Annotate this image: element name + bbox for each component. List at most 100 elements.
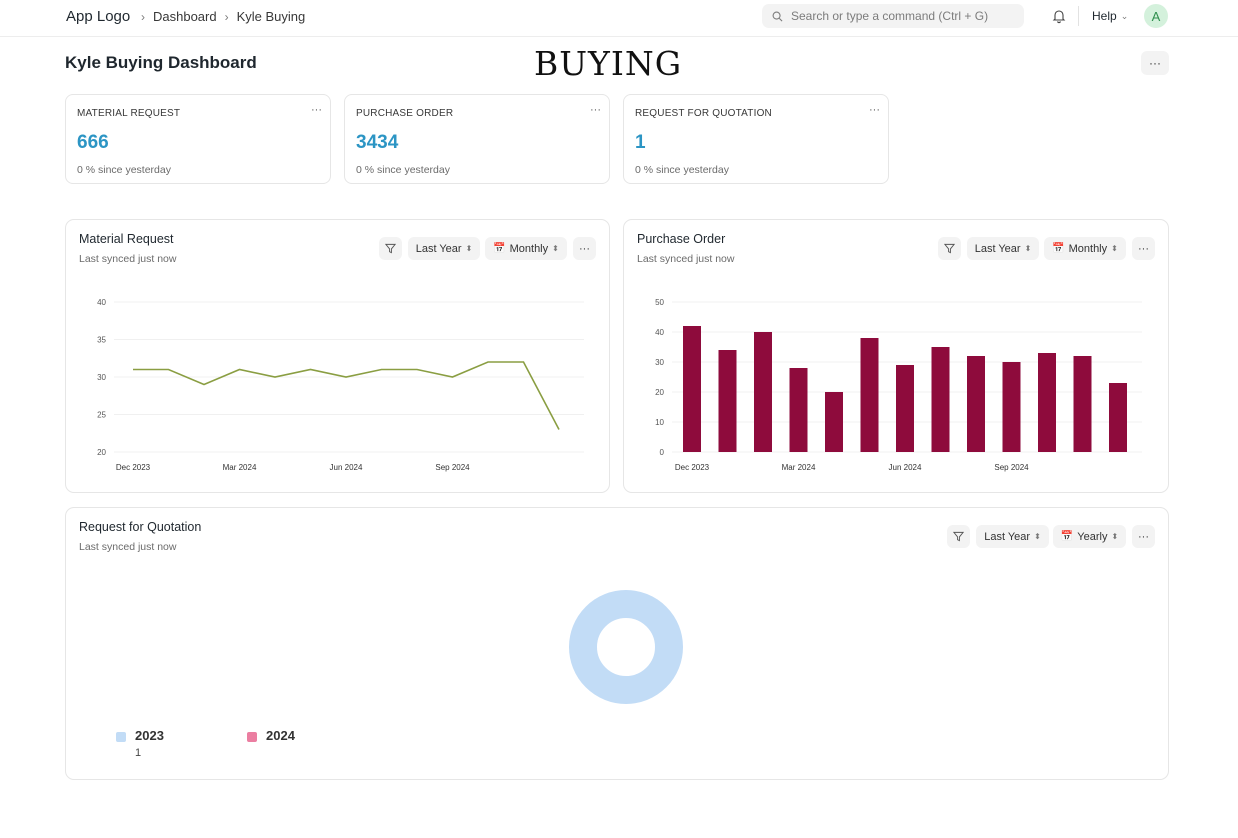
page-menu-button[interactable]: ···	[1141, 51, 1169, 75]
bar	[896, 365, 914, 452]
card-menu-button[interactable]: ···	[311, 104, 322, 116]
bar-chart: 0 10 20 30 40 50 Dec 2023 Mar 2024 Jun 2024 Sep 2…	[655, 298, 1142, 472]
number-card-label: REQUEST FOR QUOTATION	[635, 108, 772, 119]
legend-swatch	[247, 732, 257, 742]
legend-swatch	[116, 732, 126, 742]
interval-select-value: Monthly	[1068, 242, 1108, 255]
y-tick-label: 30	[655, 358, 664, 367]
chevron-down-icon: ⌄	[1120, 10, 1129, 21]
bar	[789, 368, 808, 452]
sort-icon: ⬍	[1024, 244, 1032, 253]
filter-button[interactable]	[379, 237, 402, 260]
number-card-change: 0 % since yesterday	[356, 164, 450, 176]
y-tick-label: 30	[97, 373, 106, 382]
line-chart: 20 25 30 35 40 Dec 2023 Mar 2024 Jun 2024 Sep 20…	[97, 298, 584, 472]
number-card-material-request[interactable]: MATERIAL REQUEST ··· 666 0 % since yeste…	[65, 94, 331, 184]
filter-button[interactable]	[947, 525, 970, 548]
number-card-change: 0 % since yesterday	[77, 164, 171, 176]
legend-item-2024: 2024	[247, 728, 295, 747]
range-select-value: Last Year	[984, 530, 1031, 543]
y-tick-label: 25	[97, 411, 106, 420]
bar	[1073, 356, 1092, 452]
number-card-value: 3434	[356, 132, 399, 153]
interval-select-value: Monthly	[509, 242, 549, 255]
breadcrumb-kyle-buying[interactable]: Kyle Buying	[236, 9, 306, 24]
filter-button[interactable]	[938, 237, 961, 260]
avatar[interactable]: A	[1144, 4, 1168, 28]
calendar-icon: 📅	[493, 243, 506, 254]
number-card-label: PURCHASE ORDER	[356, 108, 454, 119]
card-menu-button[interactable]: ···	[590, 104, 601, 116]
chart-card-material-request: Material Request Last synced just now La…	[65, 219, 610, 493]
bar	[825, 392, 843, 452]
interval-select[interactable]: 📅 Monthly ⬍	[1044, 237, 1126, 260]
sort-icon: ⬍	[465, 244, 473, 253]
y-tick-label: 0	[660, 448, 665, 457]
y-tick-label: 50	[655, 298, 664, 307]
bar	[860, 338, 879, 452]
help-dropdown[interactable]: Help ⌄	[1092, 9, 1128, 23]
dashboard-banner: BUYING	[534, 44, 683, 83]
x-tick-label: Mar 2024	[782, 463, 816, 472]
bar	[1038, 353, 1056, 452]
chart-synced: Last synced just now	[79, 541, 177, 553]
navbar: App Logo › Dashboard › Kyle Buying Searc…	[0, 0, 1238, 37]
bar	[718, 350, 737, 452]
breadcrumb: › Dashboard › Kyle Buying	[141, 9, 313, 24]
y-tick-label: 20	[655, 388, 664, 397]
bar	[683, 326, 701, 452]
chevron-right-icon: ›	[141, 9, 145, 24]
card-menu-button[interactable]: ···	[869, 104, 880, 116]
legend-label: 2024	[266, 728, 295, 743]
range-select-value: Last Year	[974, 242, 1021, 255]
interval-select[interactable]: 📅 Yearly ⬍	[1053, 525, 1126, 548]
bar	[754, 332, 772, 452]
chart-menu-button[interactable]: ···	[1132, 525, 1155, 548]
range-select[interactable]: Last Year ⬍	[976, 525, 1049, 548]
legend-item-2023: 2023 1	[116, 728, 164, 759]
y-tick-label: 40	[97, 298, 106, 307]
y-tick-label: 10	[655, 418, 664, 427]
y-tick-label: 40	[655, 328, 664, 337]
chart-synced: Last synced just now	[637, 253, 735, 265]
sort-icon: ⬍	[1111, 244, 1118, 253]
x-tick-label: Jun 2024	[330, 463, 363, 472]
number-card-rfq[interactable]: REQUEST FOR QUOTATION ··· 1 0 % since ye…	[623, 94, 889, 184]
sort-icon: ⬍	[552, 244, 559, 253]
search-icon	[772, 11, 783, 21]
bar	[1002, 362, 1021, 452]
calendar-icon: 📅	[1060, 531, 1074, 542]
range-select[interactable]: Last Year ⬍	[408, 237, 480, 260]
x-tick-label: Mar 2024	[223, 463, 257, 472]
chart-synced: Last synced just now	[79, 253, 177, 265]
sort-icon: ⬍	[1111, 532, 1119, 541]
number-card-value: 1	[635, 132, 646, 153]
number-card-purchase-order[interactable]: PURCHASE ORDER ··· 3434 0 % since yester…	[344, 94, 610, 184]
bell-icon[interactable]	[1050, 7, 1068, 25]
filter-icon	[385, 243, 396, 254]
x-tick-label: Jun 2024	[889, 463, 922, 472]
filter-icon	[944, 243, 955, 254]
chart-title: Material Request	[79, 232, 174, 246]
search-placeholder: Search or type a command (Ctrl + G)	[791, 9, 989, 23]
bar	[1109, 383, 1127, 452]
interval-select-value: Yearly	[1077, 530, 1108, 543]
breadcrumb-dashboard[interactable]: Dashboard	[153, 9, 217, 24]
series-line	[133, 361, 560, 430]
y-tick-label: 20	[97, 448, 106, 457]
interval-select[interactable]: 📅 Monthly ⬍	[485, 237, 567, 260]
x-tick-label: Dec 2023	[116, 463, 151, 472]
pie-slice	[569, 590, 683, 704]
search-input[interactable]: Search or type a command (Ctrl + G)	[762, 4, 1024, 28]
y-tick-label: 35	[97, 336, 106, 345]
x-tick-label: Dec 2023	[675, 463, 710, 472]
chart-menu-button[interactable]: ···	[1132, 237, 1155, 260]
chart-title: Request for Quotation	[79, 520, 202, 534]
app-logo[interactable]: App Logo	[66, 8, 131, 25]
bar	[931, 347, 950, 452]
sort-icon: ⬍	[1034, 532, 1041, 541]
legend-label: 2023	[135, 728, 164, 743]
range-select[interactable]: Last Year ⬍	[967, 237, 1039, 260]
number-card-change: 0 % since yesterday	[635, 164, 729, 176]
chart-menu-button[interactable]: ···	[573, 237, 596, 260]
